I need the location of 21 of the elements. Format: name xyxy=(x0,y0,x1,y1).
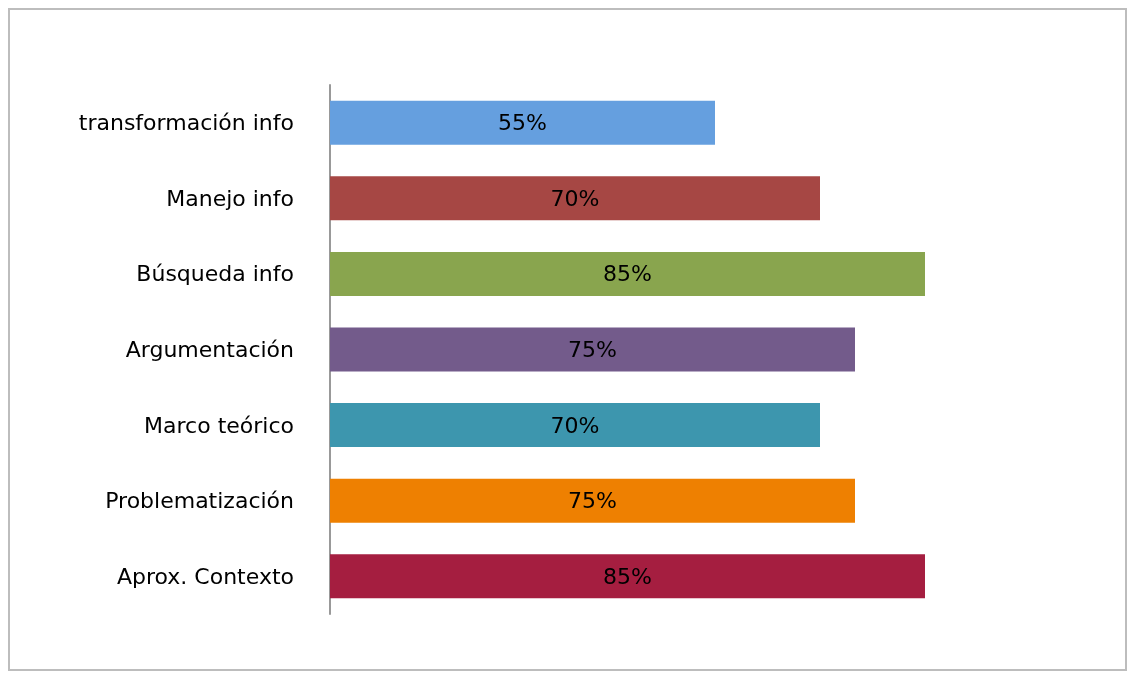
y-tick-label: Búsqueda info xyxy=(136,261,294,287)
bar xyxy=(330,403,820,448)
data-label: 85% xyxy=(603,563,652,589)
data-label: 55% xyxy=(498,110,547,136)
y-tick-label: Problematización xyxy=(105,488,294,514)
data-label: 70% xyxy=(550,412,600,438)
y-tick-label: Aprox. Contexto xyxy=(116,563,294,589)
bar xyxy=(330,327,855,372)
y-tick-label: Argumentación xyxy=(125,337,294,362)
bar xyxy=(330,100,715,145)
y-tick-label: Marco teórico xyxy=(144,412,294,438)
data-label: 85% xyxy=(603,261,652,287)
y-tick-label: transformación info xyxy=(78,110,294,136)
data-label: 75% xyxy=(568,488,617,514)
data-label: 70% xyxy=(550,185,600,211)
y-tick-label: Manejo info xyxy=(166,185,294,211)
bar xyxy=(330,554,925,599)
bar xyxy=(330,478,855,523)
data-label: 75% xyxy=(568,337,617,362)
bar xyxy=(330,251,925,296)
bar xyxy=(330,176,820,221)
